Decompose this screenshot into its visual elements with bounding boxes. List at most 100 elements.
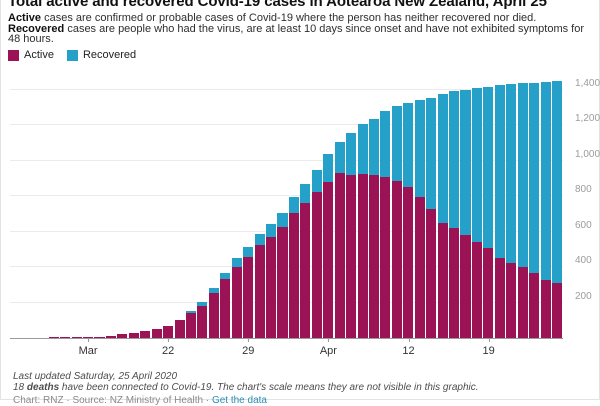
bar-active-segment <box>551 283 562 338</box>
bar-active-segment <box>231 266 242 338</box>
bar-recovered-segment <box>449 91 460 228</box>
bar-recovered-segment <box>334 142 345 174</box>
gridline <box>10 195 563 197</box>
bar[interactable] <box>266 80 277 338</box>
bar[interactable] <box>231 80 242 338</box>
bar[interactable] <box>334 80 345 338</box>
bar[interactable] <box>403 80 414 338</box>
y-axis-label: 600 <box>575 219 592 231</box>
bar-active-segment <box>494 257 505 338</box>
x-axis-label: 22 <box>162 345 175 357</box>
get-the-data-link[interactable]: Get the data <box>211 395 267 406</box>
bar[interactable] <box>426 80 437 338</box>
bar[interactable] <box>174 80 185 338</box>
bar[interactable] <box>71 80 82 338</box>
bar[interactable] <box>494 80 505 338</box>
bar[interactable] <box>243 80 254 338</box>
bar[interactable] <box>94 80 105 338</box>
deaths-note: 18 deaths have been connected to Covid-1… <box>13 381 479 393</box>
legend-label-recovered: Recovered <box>82 49 137 61</box>
bar[interactable] <box>551 80 562 338</box>
bar-active-segment <box>208 292 219 338</box>
bar-recovered-segment <box>403 103 414 187</box>
bar[interactable] <box>346 80 357 338</box>
bar[interactable] <box>391 80 402 338</box>
bar-recovered-segment <box>231 258 242 267</box>
bar[interactable] <box>471 80 482 338</box>
bar[interactable] <box>48 80 59 338</box>
bar[interactable] <box>140 80 151 338</box>
x-axis-tick <box>408 338 410 342</box>
bar[interactable] <box>60 80 71 338</box>
x-axis-label: Mar <box>78 345 98 357</box>
bar-recovered-segment <box>460 90 471 235</box>
bar-active-segment <box>323 181 334 338</box>
bar-recovered-segment <box>277 212 288 228</box>
bar[interactable] <box>449 80 460 338</box>
bar[interactable] <box>483 80 494 338</box>
bar[interactable] <box>368 80 379 338</box>
bar-active-segment <box>185 312 196 338</box>
bar-active-segment <box>94 336 105 338</box>
bar[interactable] <box>460 80 471 338</box>
bar-recovered-segment <box>357 123 368 174</box>
bar[interactable] <box>197 80 208 338</box>
bar-active-segment <box>128 333 139 338</box>
bar[interactable] <box>323 80 334 338</box>
bar[interactable] <box>517 80 528 338</box>
bar[interactable] <box>117 80 128 338</box>
bar[interactable] <box>105 80 116 338</box>
bar[interactable] <box>185 80 196 338</box>
bar-recovered-segment <box>243 247 254 258</box>
y-axis-label: 400 <box>575 255 592 267</box>
x-axis-tick <box>488 338 490 342</box>
x-axis-label: 19 <box>482 345 495 357</box>
bar[interactable] <box>83 80 94 338</box>
bar-active-segment <box>48 337 59 338</box>
bar[interactable] <box>437 80 448 338</box>
bar[interactable] <box>357 80 368 338</box>
bar[interactable] <box>540 80 551 338</box>
bar-active-segment <box>529 273 540 338</box>
bar-active-segment <box>403 186 414 338</box>
bar-recovered-segment <box>529 82 540 274</box>
bar-active-segment <box>334 173 345 338</box>
gridline <box>10 124 563 126</box>
bar[interactable] <box>208 80 219 338</box>
bar[interactable] <box>300 80 311 338</box>
bar-active-segment <box>426 208 437 338</box>
x-axis-line <box>10 338 563 339</box>
y-axis-label: 1,200 <box>575 113 600 125</box>
plot-area: 200 400 600 800 1,000 1,200 1,400 Mar 22 29 Apr 12… <box>10 78 600 357</box>
bar-active-segment <box>506 262 517 338</box>
bar-recovered-segment <box>300 184 311 203</box>
bar-recovered-segment <box>254 233 265 245</box>
description-line-recovered: Recovered cases are people who had the v… <box>8 22 585 45</box>
description-line-active: Active cases are confirmed or probable c… <box>8 12 537 24</box>
bar-recovered-segment <box>311 169 322 193</box>
bar-active-segment <box>140 331 151 338</box>
bar[interactable] <box>277 80 288 338</box>
bar[interactable] <box>380 80 391 338</box>
bar-active-segment <box>368 174 379 338</box>
bar[interactable] <box>128 80 139 338</box>
y-axis-label: 800 <box>575 184 592 196</box>
credit-text: Chart: RNZ · Source: NZ Ministry of Heal… <box>13 395 212 406</box>
legend-label-active: Active <box>24 49 54 61</box>
bar[interactable] <box>163 80 174 338</box>
x-axis-label: Apr <box>319 345 337 357</box>
bar[interactable] <box>151 80 162 338</box>
page-title: Total active and recovered Covid-19 case… <box>8 0 547 10</box>
bar[interactable] <box>414 80 425 338</box>
bar[interactable] <box>220 80 231 338</box>
bar[interactable] <box>311 80 322 338</box>
bar[interactable] <box>529 80 540 338</box>
bar-active-segment <box>483 248 494 338</box>
bar-active-segment <box>380 177 391 338</box>
credit-line: Chart: RNZ · Source: NZ Ministry of Heal… <box>13 395 267 406</box>
bar[interactable] <box>254 80 265 338</box>
bar[interactable] <box>506 80 517 338</box>
bar-active-segment <box>437 223 448 338</box>
bar-active-segment <box>220 279 231 338</box>
bar[interactable] <box>288 80 299 338</box>
